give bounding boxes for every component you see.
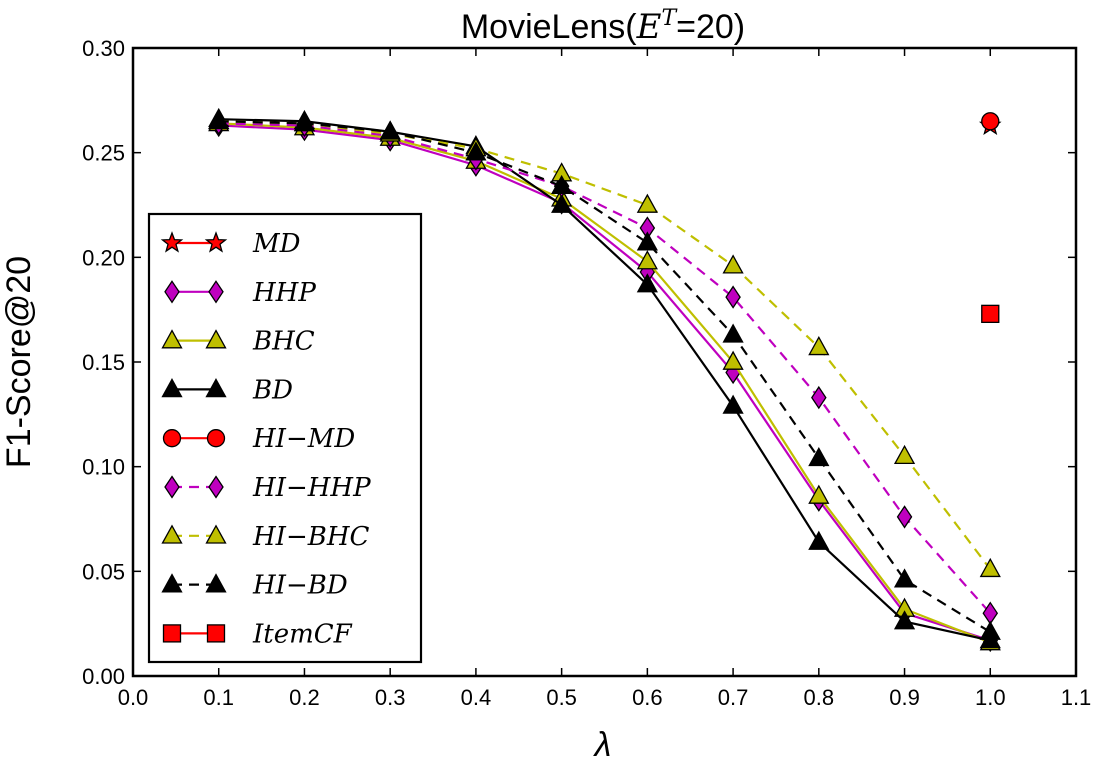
data-point-bhc <box>808 484 830 504</box>
x-tick-label: 0.1 <box>203 685 234 710</box>
legend-label: ItemCF <box>252 619 353 649</box>
legend: MD HHP BHC BD HI−MD HI−HHP HI−BHC HI−BD ItemCF <box>147 212 423 664</box>
data-point-itemcf <box>981 304 1000 324</box>
legend-item-hi-bhc: HI−BHC <box>161 522 370 552</box>
legend-item-bhc: BHC <box>161 327 315 357</box>
legend-marker <box>206 429 226 448</box>
legend-item-md: MD <box>160 229 301 259</box>
y-tick-label: 0.05 <box>82 559 125 584</box>
x-tick-label: 0.5 <box>546 685 577 710</box>
data-point-hi-bhc <box>979 557 1001 578</box>
legend-marker <box>161 524 183 544</box>
data-point-hi-bd <box>465 141 487 161</box>
x-tick-label: 0.2 <box>289 685 320 710</box>
y-axis-label: F1-Score@20 <box>0 256 38 468</box>
x-tick-label: 0.9 <box>889 685 920 710</box>
legend-marker <box>160 231 184 253</box>
data-point-hi-bd <box>722 323 744 343</box>
legend-item-hi-hhp: HI−HHP <box>164 473 371 503</box>
legend-label: HHP <box>252 278 316 308</box>
legend-marker <box>162 624 182 643</box>
data-point-hi-bd <box>293 112 316 132</box>
legend-marker <box>164 280 180 304</box>
legend-label: HI−MD <box>252 424 355 454</box>
series-layer <box>208 107 1002 653</box>
series-line-hi-bd <box>218 120 991 633</box>
y-tick-label: 0.15 <box>82 350 125 375</box>
x-axis-label: λ <box>593 726 612 764</box>
y-tick-label: 0.00 <box>82 664 125 689</box>
x-tick-label: 0.8 <box>804 685 835 710</box>
data-point-hi-hhp <box>725 285 741 309</box>
data-point-hi-hhp <box>811 385 827 410</box>
data-point-bhc <box>636 250 658 270</box>
legend-label: BD <box>252 375 293 405</box>
data-point-bd <box>808 530 830 550</box>
x-tick-label: 0.0 <box>118 685 149 710</box>
series-line-hi-hhp <box>218 122 992 614</box>
legend-item-bd: BD <box>161 375 293 405</box>
legend-item-hhp: HHP <box>164 278 316 308</box>
data-point-hi-bd <box>379 120 401 140</box>
data-point-bd <box>722 394 744 414</box>
data-point-hi-bd <box>208 109 230 130</box>
legend-item-hi-bd: HI−BD <box>161 571 348 601</box>
y-tick-label: 0.30 <box>82 36 125 61</box>
data-point-bd <box>636 273 658 293</box>
x-tick-label: 0.6 <box>632 685 663 710</box>
series-line-bhc <box>218 122 991 644</box>
legend-marker <box>206 624 226 643</box>
y-tick-label: 0.25 <box>82 141 125 166</box>
legend-marker <box>205 524 227 544</box>
legend-label: MD <box>252 229 301 259</box>
data-point-hi-bd <box>979 620 1001 640</box>
data-point-hi-bd <box>551 174 573 195</box>
data-point-hi-hhp <box>982 601 999 625</box>
legend-marker <box>208 280 224 304</box>
series-line-hhp <box>218 124 991 642</box>
data-point-bhc <box>722 350 744 370</box>
legend-marker <box>164 475 180 499</box>
chart-title: MovieLens(ET=20) <box>461 6 745 47</box>
data-point-hi-md <box>981 112 1000 131</box>
legend-marker <box>161 329 183 349</box>
data-point-hi-bd <box>893 568 916 588</box>
series-itemcf <box>981 304 1000 324</box>
legend-marker <box>162 429 182 448</box>
data-point-bd <box>551 193 573 213</box>
series-hi-bd <box>208 109 1001 640</box>
legend-item-hi-md: HI−MD <box>162 424 355 454</box>
legend-marker <box>208 475 224 499</box>
data-point-hi-bhc <box>808 336 830 356</box>
legend-label: BHC <box>252 327 315 357</box>
legend-item-itemcf: ItemCF <box>162 619 353 649</box>
y-tick-label: 0.20 <box>82 245 125 270</box>
data-point-hi-bhc <box>722 254 744 274</box>
data-point-hi-hhp <box>896 505 913 529</box>
legend-marker <box>204 231 228 253</box>
legend-label: HI−HHP <box>252 473 371 503</box>
axis-ticks: 0.0 0.1 0.2 0.3 0.4 0.5 0.6 0.7 0.8 0.9 1.0 1.1 0.00… <box>82 36 1091 710</box>
x-tick-label: 1.0 <box>975 685 1006 710</box>
legend-marker <box>161 378 183 398</box>
legend-label: HI−BHC <box>252 522 370 552</box>
legend-marker <box>205 378 227 398</box>
legend-marker <box>161 573 183 593</box>
legend-marker <box>205 329 227 349</box>
series-hi-md <box>981 112 1000 131</box>
x-tick-label: 0.4 <box>461 685 492 710</box>
data-point-bd <box>893 610 916 630</box>
data-point-hi-bhc <box>636 193 658 213</box>
x-tick-label: 0.3 <box>375 685 406 710</box>
x-tick-label: 1.1 <box>1061 685 1092 710</box>
data-point-hi-bhc <box>893 444 916 465</box>
legend-marker <box>205 573 227 593</box>
data-point-hi-bd <box>808 446 830 467</box>
x-tick-label: 0.7 <box>718 685 749 710</box>
y-tick-label: 0.10 <box>82 455 125 480</box>
data-point-hi-bd <box>636 231 658 251</box>
legend-label: HI−BD <box>252 571 348 601</box>
